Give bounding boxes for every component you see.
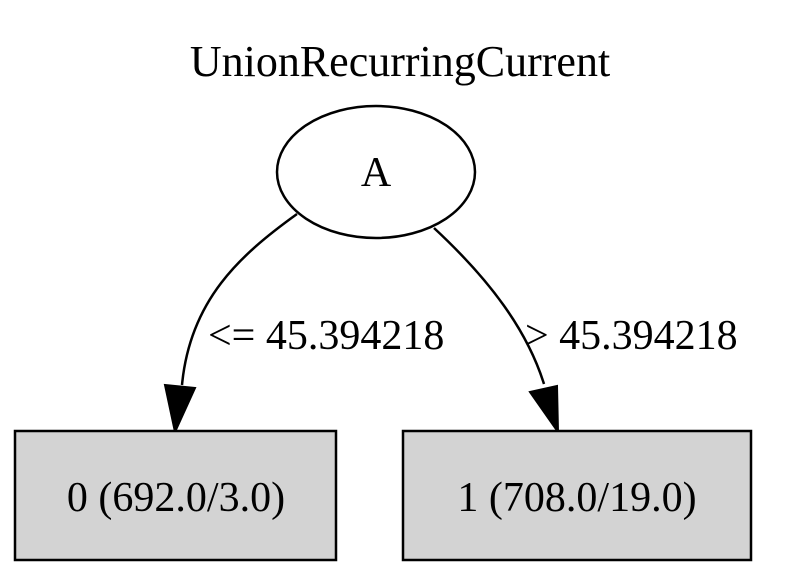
leaf-node-left: 0 (692.0/3.0) xyxy=(13,429,338,562)
root-node-ellipse xyxy=(275,104,477,240)
leaf-node-left-box xyxy=(13,429,338,562)
leaf-node-right-box xyxy=(401,429,753,562)
root-node: A xyxy=(275,104,477,240)
edge-left-arrowhead xyxy=(163,383,197,436)
leaf-node-right-label: 1 (708.0/19.0) xyxy=(457,475,696,521)
edge-right-label: > 45.394218 xyxy=(525,313,738,359)
edge-left-line xyxy=(180,212,298,386)
leaf-node-right: 1 (708.0/19.0) xyxy=(401,429,753,562)
diagram-title: UnionRecurringCurrent xyxy=(190,37,610,86)
edge-right-arrowhead xyxy=(528,384,560,436)
edge-left: <= 45.394218 xyxy=(163,212,444,436)
root-node-label: A xyxy=(361,150,392,196)
edge-left-label: <= 45.394218 xyxy=(208,313,444,359)
leaf-node-left-label: 0 (692.0/3.0) xyxy=(67,475,285,521)
edge-right: > 45.394218 xyxy=(433,227,738,436)
edge-right-line xyxy=(433,227,546,385)
